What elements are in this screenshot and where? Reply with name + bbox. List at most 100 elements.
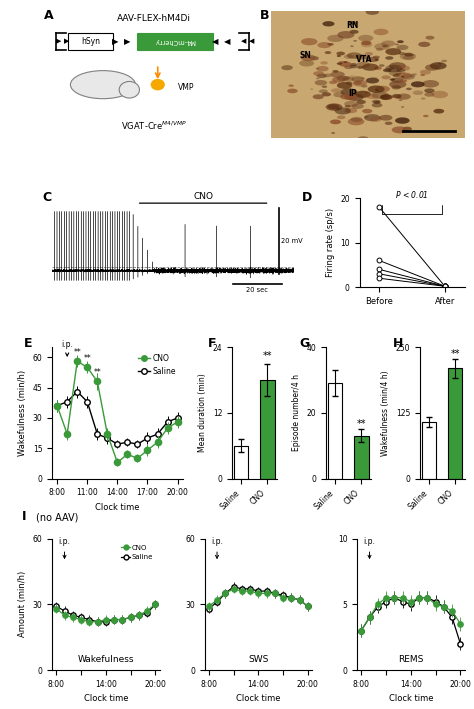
Ellipse shape (421, 98, 426, 99)
Ellipse shape (384, 94, 388, 96)
Ellipse shape (362, 40, 372, 45)
Text: F: F (208, 337, 216, 350)
Ellipse shape (357, 136, 369, 141)
Ellipse shape (325, 51, 331, 54)
Ellipse shape (395, 73, 401, 75)
Text: REMS: REMS (398, 655, 423, 664)
Ellipse shape (375, 89, 379, 91)
Ellipse shape (413, 91, 423, 95)
Ellipse shape (351, 77, 365, 82)
Ellipse shape (299, 60, 314, 67)
Ellipse shape (431, 91, 448, 99)
Text: $\blacktriangleleft$: $\blacktriangleleft$ (210, 35, 219, 47)
Ellipse shape (358, 35, 374, 42)
Text: $P$ < 0.01: $P$ < 0.01 (395, 189, 429, 201)
Bar (260, 380, 274, 479)
Text: H: H (393, 337, 404, 350)
Text: G: G (300, 337, 310, 350)
Ellipse shape (349, 75, 355, 77)
Ellipse shape (395, 118, 410, 124)
Text: SWS: SWS (248, 655, 268, 664)
Ellipse shape (349, 30, 359, 34)
Text: **: ** (263, 351, 272, 361)
Ellipse shape (411, 82, 425, 87)
Ellipse shape (338, 61, 345, 64)
Ellipse shape (383, 69, 392, 72)
Y-axis label: Firing rate (sp/s): Firing rate (sp/s) (326, 208, 335, 277)
Ellipse shape (356, 55, 367, 60)
Text: $\blacktriangleright$: $\blacktriangleright$ (122, 35, 132, 47)
Ellipse shape (423, 115, 428, 117)
Text: i.p.: i.p. (61, 340, 73, 356)
Ellipse shape (424, 92, 435, 96)
Ellipse shape (317, 74, 327, 78)
Ellipse shape (326, 104, 343, 111)
Ellipse shape (347, 118, 365, 125)
Bar (422, 422, 437, 479)
Ellipse shape (439, 65, 442, 67)
Ellipse shape (372, 103, 383, 108)
Ellipse shape (400, 52, 416, 60)
Ellipse shape (381, 94, 392, 99)
Text: RN: RN (346, 21, 358, 30)
Ellipse shape (344, 65, 353, 69)
Text: i.p.: i.p. (211, 537, 223, 558)
Text: I: I (22, 510, 27, 523)
Text: VMP: VMP (178, 83, 194, 91)
Ellipse shape (350, 45, 354, 47)
Ellipse shape (366, 94, 378, 99)
Ellipse shape (399, 52, 406, 55)
Ellipse shape (397, 68, 405, 72)
Ellipse shape (344, 101, 358, 107)
Ellipse shape (350, 63, 357, 66)
Text: **: ** (356, 418, 366, 429)
Ellipse shape (420, 69, 431, 74)
Ellipse shape (399, 99, 402, 101)
Ellipse shape (374, 101, 381, 104)
Ellipse shape (385, 56, 393, 60)
Text: 20 mV: 20 mV (281, 238, 303, 244)
Ellipse shape (331, 132, 335, 134)
Ellipse shape (364, 116, 369, 118)
Ellipse shape (390, 79, 395, 81)
Ellipse shape (362, 108, 373, 113)
Ellipse shape (331, 89, 341, 93)
Ellipse shape (310, 56, 319, 60)
Ellipse shape (404, 52, 413, 57)
Ellipse shape (333, 92, 345, 97)
Ellipse shape (342, 76, 351, 80)
Ellipse shape (310, 89, 313, 90)
Text: **: ** (73, 348, 81, 357)
Ellipse shape (373, 55, 380, 59)
Bar (448, 368, 463, 479)
Ellipse shape (328, 104, 339, 109)
Ellipse shape (151, 79, 165, 90)
Ellipse shape (337, 76, 349, 81)
Y-axis label: Wakefulness (min/h): Wakefulness (min/h) (18, 370, 27, 456)
Ellipse shape (354, 82, 362, 85)
Ellipse shape (389, 81, 406, 88)
Text: **: ** (83, 354, 91, 363)
Legend: CNO, Saline: CNO, Saline (118, 542, 156, 563)
Ellipse shape (424, 89, 435, 93)
Ellipse shape (410, 54, 415, 56)
Ellipse shape (340, 94, 354, 100)
Text: $\blacktriangleleft\blacktriangleleft$: $\blacktriangleleft\blacktriangleleft$ (239, 36, 256, 46)
Ellipse shape (379, 115, 392, 121)
Ellipse shape (381, 96, 389, 100)
Ellipse shape (441, 60, 447, 62)
Ellipse shape (337, 55, 341, 57)
Ellipse shape (288, 84, 294, 87)
Text: A: A (44, 9, 54, 23)
Bar (328, 384, 342, 479)
Ellipse shape (425, 65, 440, 71)
Ellipse shape (347, 52, 362, 59)
Ellipse shape (315, 80, 327, 86)
Ellipse shape (401, 76, 404, 77)
Text: (no AAV): (no AAV) (36, 512, 78, 523)
Text: VGAT-Cre$^{M4/VMP}$: VGAT-Cre$^{M4/VMP}$ (121, 119, 187, 132)
Ellipse shape (361, 85, 368, 88)
Ellipse shape (392, 126, 408, 133)
Ellipse shape (319, 89, 328, 94)
Text: IP: IP (348, 89, 356, 98)
